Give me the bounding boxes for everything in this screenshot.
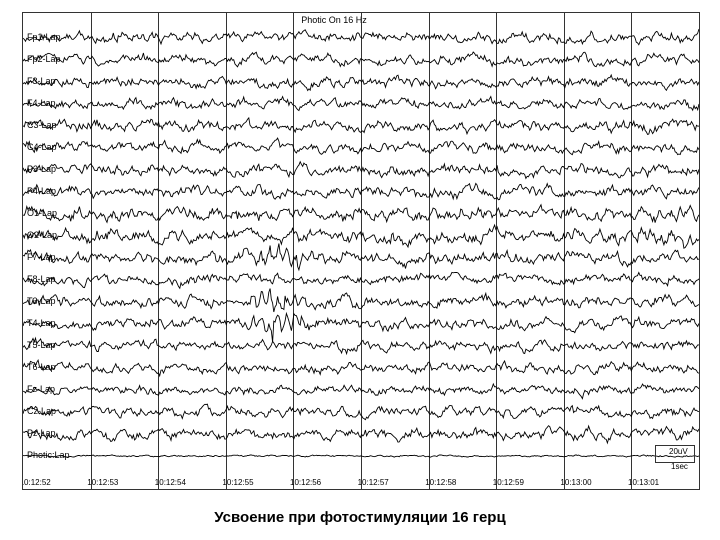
eeg-plot: Photic On 16 Hz 10:12:5210:12:5310:12:54… xyxy=(22,12,700,490)
eeg-trace xyxy=(23,13,699,489)
scale-sec: 1sec xyxy=(671,462,688,471)
page: Photic On 16 Hz 10:12:5210:12:5310:12:54… xyxy=(0,0,720,540)
caption: Усвоение при фотостимуляции 16 герц xyxy=(0,509,720,526)
scale-uv: 20uV xyxy=(669,447,688,456)
